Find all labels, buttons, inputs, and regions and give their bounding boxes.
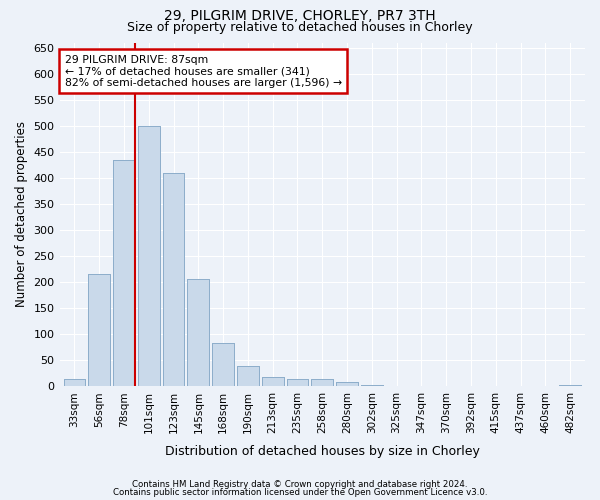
- X-axis label: Distribution of detached houses by size in Chorley: Distribution of detached houses by size …: [165, 444, 480, 458]
- Bar: [336, 382, 358, 386]
- Bar: [237, 366, 259, 386]
- Bar: [311, 378, 333, 386]
- Bar: [64, 378, 85, 386]
- Bar: [559, 385, 581, 386]
- Bar: [237, 366, 259, 386]
- Bar: [187, 278, 209, 386]
- Bar: [361, 385, 383, 386]
- Text: Size of property relative to detached houses in Chorley: Size of property relative to detached ho…: [127, 21, 473, 34]
- Y-axis label: Number of detached properties: Number of detached properties: [15, 122, 28, 308]
- Bar: [64, 378, 85, 386]
- Bar: [262, 377, 284, 386]
- Bar: [163, 173, 184, 386]
- Bar: [113, 160, 135, 386]
- Bar: [287, 378, 308, 386]
- Bar: [163, 173, 184, 386]
- Text: 29, PILGRIM DRIVE, CHORLEY, PR7 3TH: 29, PILGRIM DRIVE, CHORLEY, PR7 3TH: [164, 9, 436, 23]
- Bar: [113, 160, 135, 386]
- Bar: [187, 278, 209, 386]
- Bar: [88, 274, 110, 386]
- Text: Contains HM Land Registry data © Crown copyright and database right 2024.: Contains HM Land Registry data © Crown c…: [132, 480, 468, 489]
- Bar: [559, 385, 581, 386]
- Bar: [138, 126, 160, 386]
- Bar: [336, 382, 358, 386]
- Bar: [88, 274, 110, 386]
- Text: 29 PILGRIM DRIVE: 87sqm
← 17% of detached houses are smaller (341)
82% of semi-d: 29 PILGRIM DRIVE: 87sqm ← 17% of detache…: [65, 54, 342, 88]
- Text: Contains public sector information licensed under the Open Government Licence v3: Contains public sector information licen…: [113, 488, 487, 497]
- Bar: [212, 342, 234, 386]
- Bar: [287, 378, 308, 386]
- Bar: [212, 342, 234, 386]
- Bar: [361, 385, 383, 386]
- Bar: [262, 377, 284, 386]
- Bar: [138, 126, 160, 386]
- Bar: [311, 378, 333, 386]
